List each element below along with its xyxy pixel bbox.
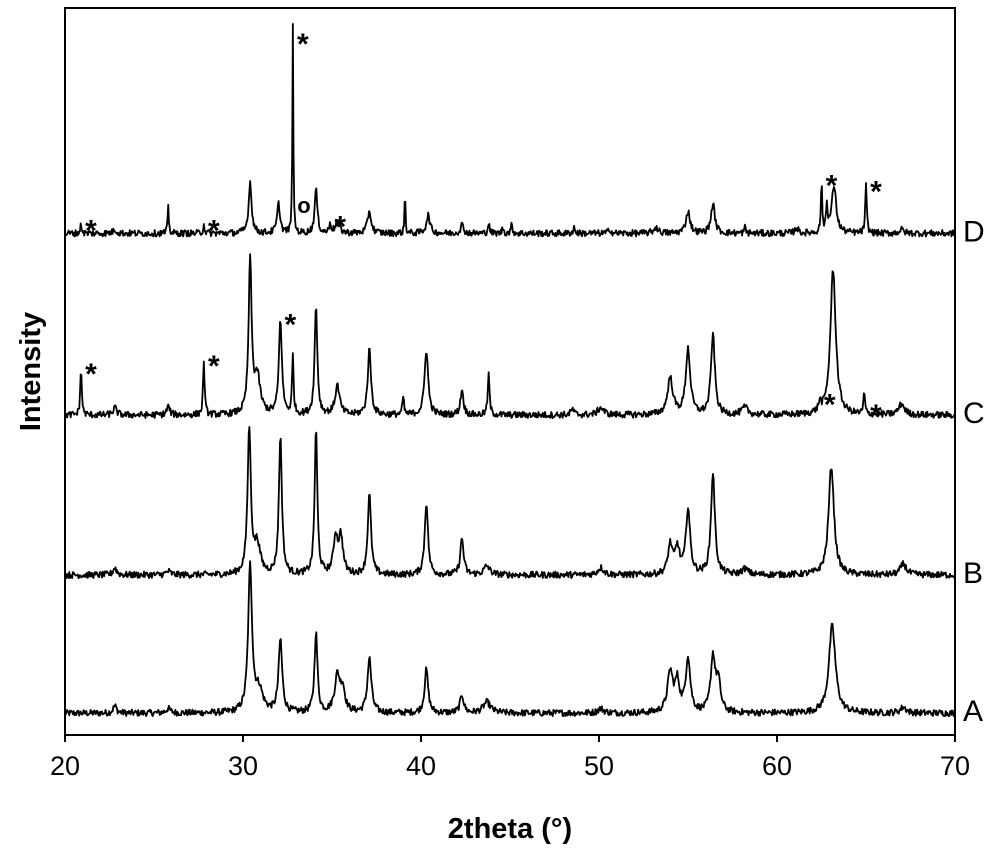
annotation-star: * — [208, 215, 220, 248]
annotation-star: * — [85, 358, 97, 391]
annotation-circle: o — [297, 193, 310, 218]
series-line-A — [64, 560, 956, 718]
x-tick-label: 60 — [762, 751, 792, 781]
x-axis-ticks: 20 30 40 50 60 70 — [50, 735, 970, 781]
annotation-star: * — [334, 210, 346, 243]
x-axis-title: 2theta (°) — [448, 813, 572, 845]
annotation-star: * — [208, 350, 220, 383]
series-label-B: B — [963, 557, 983, 590]
plot-frame — [64, 7, 956, 736]
annotation-star: * — [870, 176, 882, 209]
annotation-star: * — [824, 388, 836, 421]
annotation-star: * — [826, 169, 838, 202]
x-tick-label: 30 — [228, 751, 258, 781]
series-line-C — [64, 253, 956, 420]
series-label-C: C — [963, 397, 985, 430]
x-tick-label: 50 — [584, 751, 614, 781]
series-label-A: A — [963, 695, 983, 728]
series-labels: A B C D — [963, 215, 985, 728]
series-traces — [64, 22, 956, 718]
peak-annotations: * * * o * * * * * * * * — [85, 28, 882, 432]
annotation-star: * — [870, 399, 882, 432]
x-tick-label: 70 — [940, 751, 970, 781]
y-axis-title: Intensity — [15, 312, 47, 431]
annotation-star: * — [85, 215, 97, 248]
annotation-star: * — [297, 28, 309, 61]
series-label-D: D — [963, 215, 985, 248]
x-tick-label: 20 — [50, 751, 80, 781]
annotation-star: * — [285, 309, 297, 342]
series-line-B — [64, 426, 956, 580]
series-line-D — [64, 22, 956, 238]
x-tick-label: 40 — [406, 751, 436, 781]
